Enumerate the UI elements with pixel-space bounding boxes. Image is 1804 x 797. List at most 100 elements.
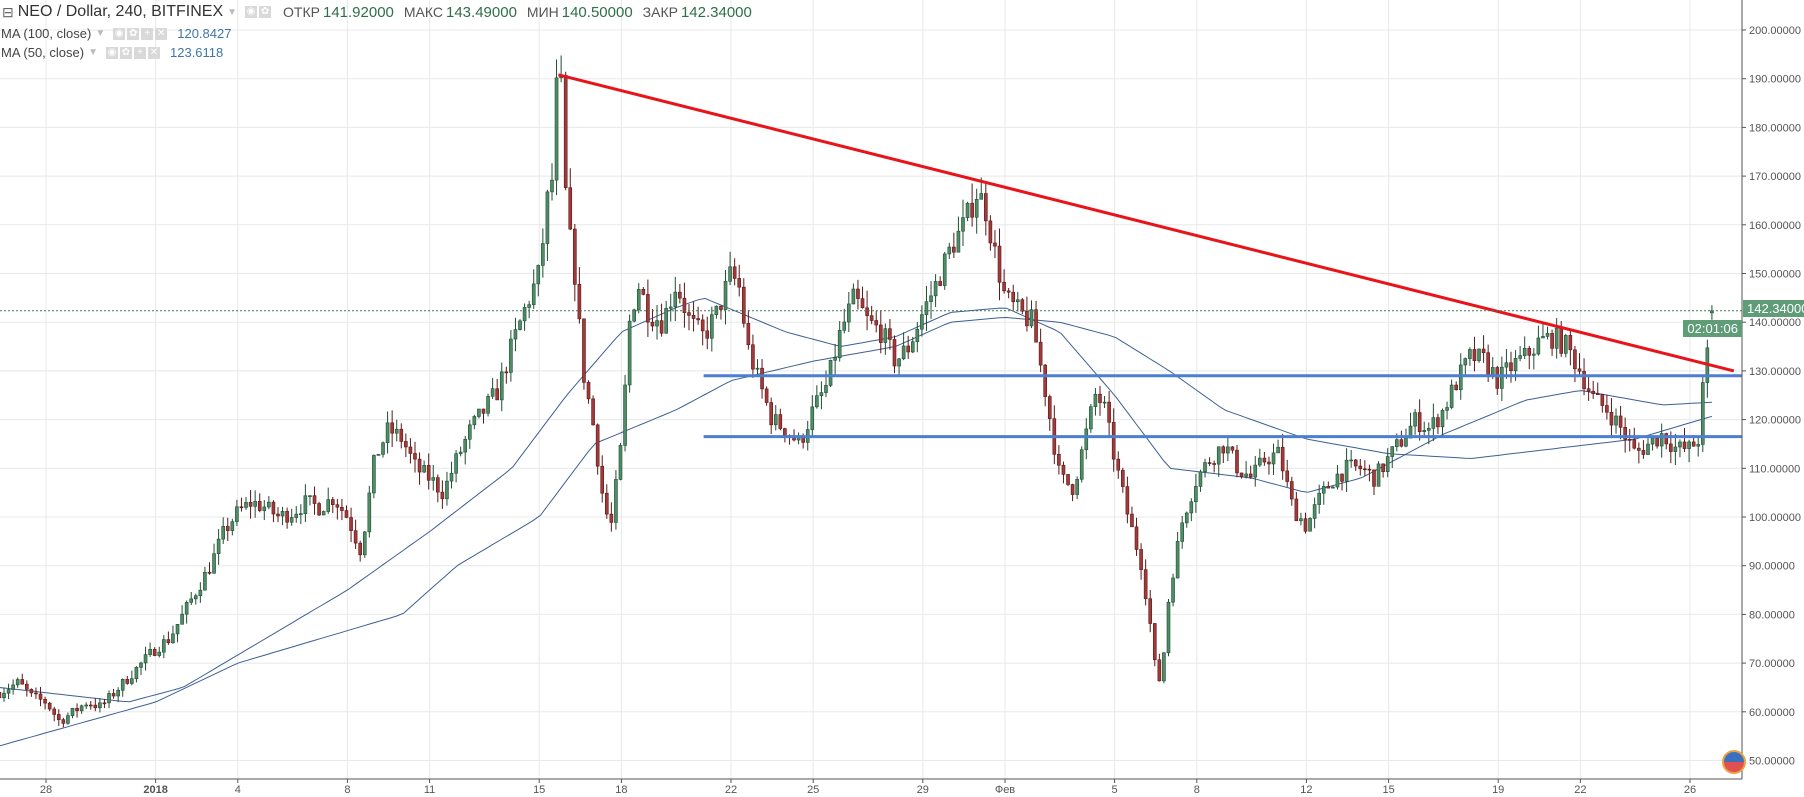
- eye-icon[interactable]: ◉: [106, 46, 118, 59]
- candle: [162, 635, 166, 659]
- candle: [422, 460, 426, 474]
- plus-icon[interactable]: +: [141, 27, 154, 40]
- candle: [1171, 573, 1175, 607]
- candle-body: [1536, 337, 1541, 355]
- price-tick-label: 80.00000: [1749, 609, 1795, 621]
- candle: [714, 305, 719, 319]
- candle-body: [93, 704, 98, 709]
- gear-icon[interactable]: ✿: [259, 6, 272, 18]
- candle-body: [299, 513, 303, 515]
- candle: [257, 493, 262, 513]
- candle: [431, 465, 436, 491]
- candle-body: [84, 704, 88, 707]
- gear-icon[interactable]: ✿: [127, 27, 140, 40]
- gear-icon[interactable]: ✿: [120, 46, 132, 59]
- close-icon[interactable]: ✕: [155, 27, 168, 40]
- candle-body: [1166, 601, 1171, 654]
- plus-icon[interactable]: +: [134, 46, 146, 59]
- candle: [1605, 394, 1609, 420]
- candle-body: [664, 308, 668, 334]
- indicator-name[interactable]: MA (50, close): [1, 45, 85, 60]
- chevron-down-icon[interactable]: ▼: [95, 28, 106, 39]
- candle: [819, 381, 824, 410]
- candle-body: [1367, 468, 1372, 471]
- low-label: МИН: [526, 4, 559, 20]
- candle-body: [1258, 457, 1262, 466]
- candle-body: [1504, 362, 1509, 368]
- collapse-icon[interactable]: ⊟: [2, 3, 14, 20]
- candle-body: [180, 613, 184, 625]
- candle-body: [1175, 541, 1180, 579]
- candle: [892, 335, 897, 374]
- candle-body: [1189, 501, 1194, 514]
- candle: [253, 490, 257, 518]
- candle-body: [1417, 412, 1422, 432]
- candle: [1029, 300, 1034, 329]
- candle: [84, 702, 88, 709]
- indicator-name[interactable]: MA (100, close): [1, 26, 92, 41]
- candle-body: [463, 438, 468, 453]
- candle: [1212, 460, 1216, 473]
- candle: [34, 687, 38, 699]
- candle: [732, 258, 737, 286]
- candle-body: [687, 312, 691, 316]
- chart-legend: ⊟ NEO / Dollar, 240, BITFINEX ▼ ◉ ✿ ОТКР…: [0, 0, 752, 62]
- candle-body: [1116, 458, 1121, 471]
- candle-body: [869, 315, 874, 321]
- symbol-title[interactable]: NEO / Dollar, 240, BITFINEX: [17, 3, 224, 20]
- candle-body: [358, 542, 362, 556]
- candle-body: [513, 329, 518, 340]
- eye-icon[interactable]: ◉: [113, 27, 126, 40]
- candle-body: [737, 278, 742, 288]
- candle-body: [1673, 446, 1678, 452]
- candle: [413, 441, 417, 473]
- candle-body: [878, 324, 883, 343]
- candle-body: [1248, 473, 1253, 478]
- candle: [1445, 401, 1449, 420]
- candle: [1527, 345, 1532, 370]
- candle: [111, 688, 116, 699]
- candle-body: [162, 639, 166, 653]
- candle-body: [1084, 428, 1089, 451]
- candle: [353, 519, 358, 549]
- candle: [107, 690, 111, 709]
- logo-icon[interactable]: [1722, 750, 1746, 774]
- candle-body: [11, 684, 15, 690]
- candle: [1518, 346, 1522, 362]
- candle: [636, 283, 641, 314]
- candle-body: [203, 571, 207, 591]
- eye-icon[interactable]: ◉: [245, 6, 258, 18]
- chevron-down-icon[interactable]: ▼: [88, 47, 98, 58]
- candle: [1253, 455, 1258, 487]
- candle-body: [764, 388, 769, 403]
- candle: [1600, 393, 1605, 413]
- candle: [299, 504, 303, 525]
- close-icon[interactable]: ✕: [148, 46, 160, 59]
- candle: [952, 232, 956, 258]
- candle: [915, 321, 920, 353]
- chevron-down-icon[interactable]: ▼: [227, 6, 238, 18]
- candle-body: [1294, 498, 1299, 522]
- candle-body: [79, 705, 84, 712]
- candle-body: [472, 416, 477, 426]
- candle-body: [942, 253, 947, 286]
- candle-body: [769, 402, 773, 426]
- candle: [1614, 408, 1618, 434]
- candle: [184, 600, 189, 624]
- candle: [860, 286, 865, 309]
- candle: [285, 507, 289, 529]
- candle-body: [673, 291, 678, 308]
- candle: [1577, 353, 1582, 376]
- candle: [1020, 297, 1025, 315]
- candle-body: [1527, 347, 1532, 356]
- candle: [582, 318, 586, 390]
- candle-body: [276, 513, 280, 517]
- candle: [1422, 421, 1427, 437]
- candle: [1363, 460, 1367, 476]
- candle: [1098, 385, 1102, 416]
- candle-body: [1381, 463, 1385, 473]
- candle: [1331, 485, 1335, 489]
- candle-body: [1285, 470, 1290, 482]
- candle: [1299, 512, 1303, 526]
